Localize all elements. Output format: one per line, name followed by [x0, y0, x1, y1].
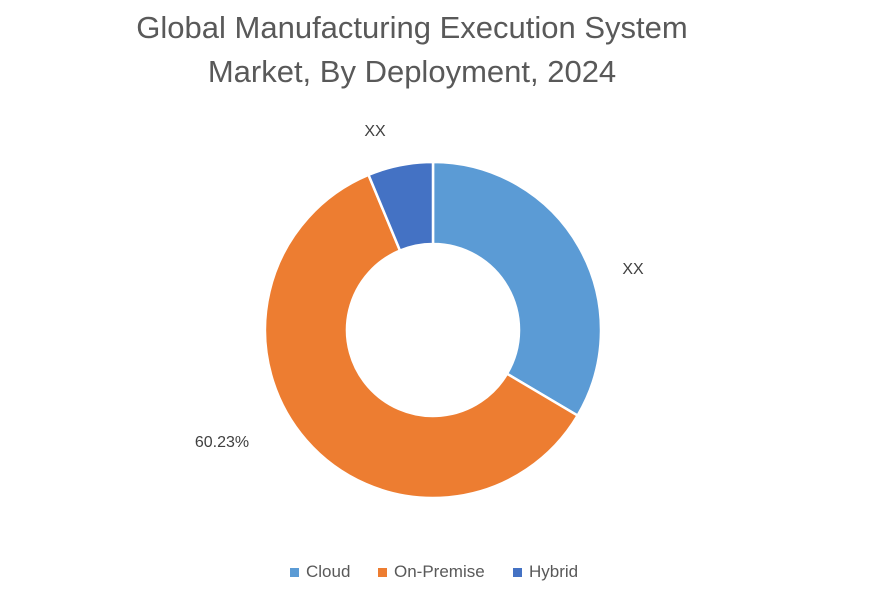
legend-label-hybrid: Hybrid: [529, 562, 579, 581]
data-label-on-premise: 60.23%: [195, 434, 249, 451]
chart-title: Global Manufacturing Execution System Ma…: [0, 6, 824, 94]
legend-item-on-premise[interactable]: On-Premise: [378, 562, 485, 582]
slice-cloud[interactable]: [431, 160, 603, 418]
slice-on-premise[interactable]: [263, 173, 580, 500]
legend-marker-cloud: [290, 567, 299, 577]
legend: Cloud On-Premise Hybrid: [0, 562, 871, 586]
legend-label-cloud: Cloud: [306, 562, 351, 581]
chart-title-line-2: Market, By Deployment, 2024: [207, 54, 617, 89]
legend-marker-on-premise: [378, 567, 387, 577]
chart-title-line-1: Global Manufacturing Execution System: [136, 10, 688, 45]
legend-marker-hybrid: [513, 567, 522, 577]
data-label-hybrid: XX: [364, 123, 386, 140]
legend-item-hybrid[interactable]: Hybrid: [513, 562, 578, 582]
slice-hybrid[interactable]: [366, 160, 435, 253]
legend-item-cloud[interactable]: Cloud: [290, 562, 350, 582]
legend-label-on-premise: On-Premise: [394, 562, 485, 581]
data-label-cloud: XX: [622, 261, 644, 278]
